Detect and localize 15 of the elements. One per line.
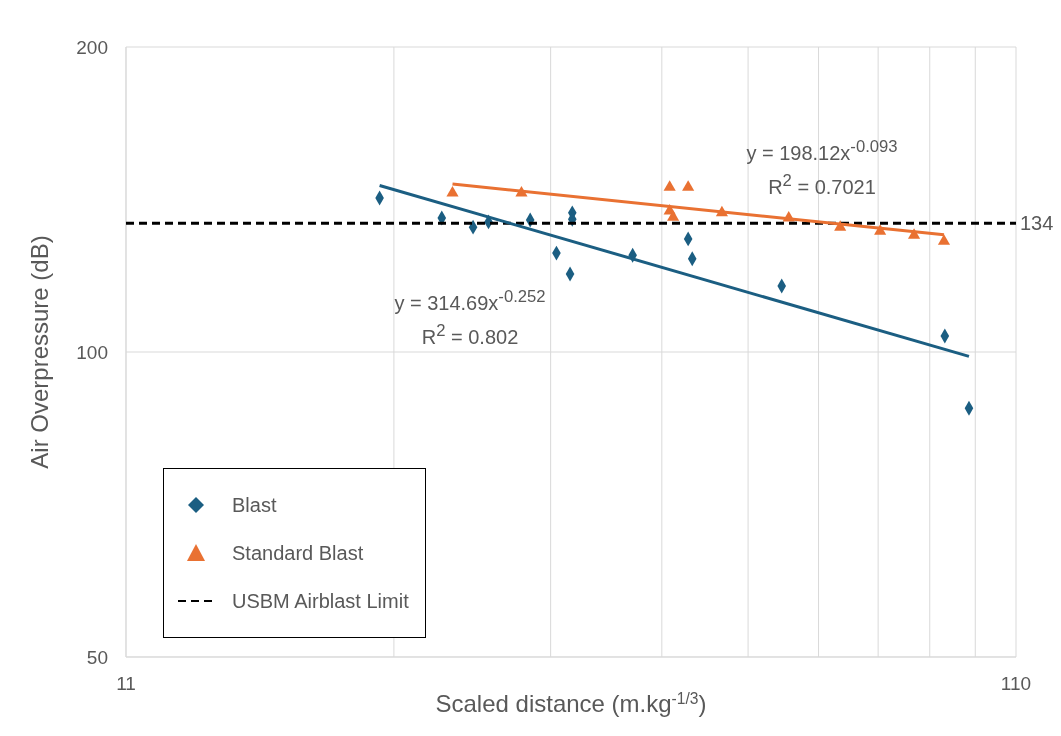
legend-label: Blast <box>232 493 277 517</box>
y-tick-label: 50 <box>86 646 108 668</box>
y-tick-label: 200 <box>76 36 108 58</box>
annotation: R$^{2}$ = 0.802 <box>421 320 519 349</box>
legend-label: Standard Blast <box>232 541 364 565</box>
x-axis-title: Scaled distance (m.kg$^{-1/3}$) <box>435 689 707 717</box>
annotation: y = 198.12x$^{-0.093}$ <box>746 136 898 165</box>
annotation: y = 314.69x$^{-0.252}$ <box>394 286 546 315</box>
x-tick-label: 11 <box>116 673 136 695</box>
y-tick-label: 100 <box>76 341 108 363</box>
annotation: R$^{2}$ = 0.7021 <box>768 170 876 199</box>
y-axis-title: Air Overpressure (dB) <box>26 235 53 469</box>
annotation: 134 <box>1020 212 1054 235</box>
legend-label: USBM Airblast Limit <box>232 589 409 613</box>
x-tick-label: 110 <box>1000 673 1032 695</box>
